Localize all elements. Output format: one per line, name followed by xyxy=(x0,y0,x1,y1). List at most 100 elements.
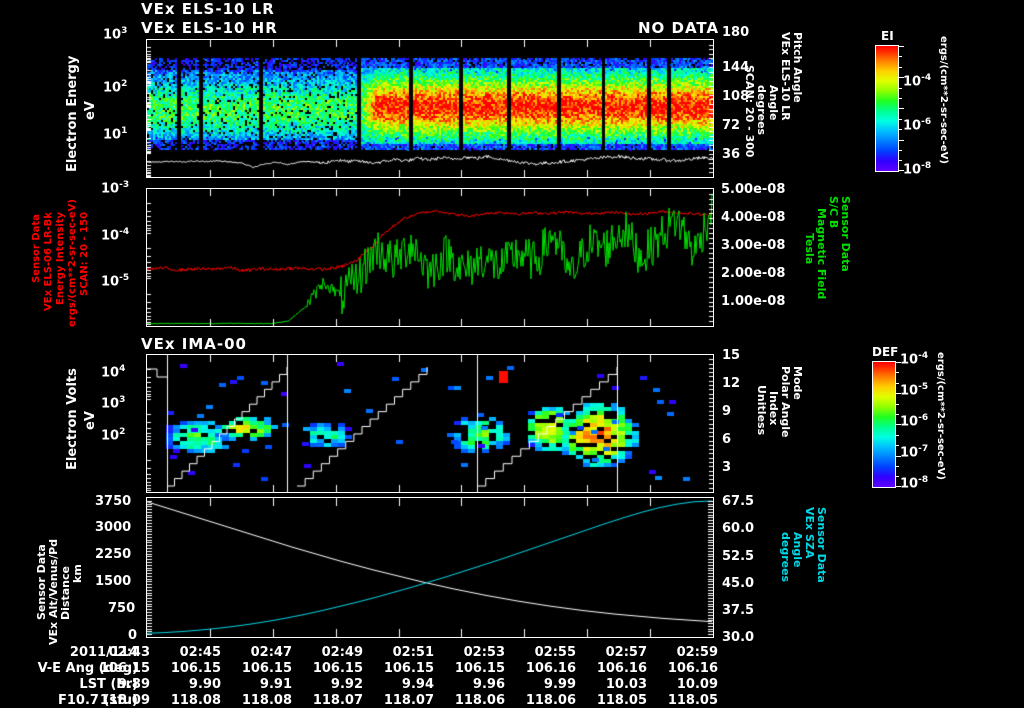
time-axis-value-r1-c4: 9.94 xyxy=(401,677,434,692)
panel4-ytick-3000: 3000 xyxy=(95,520,132,535)
time-axis-row-label-0: V-E Ang (deg) xyxy=(37,661,138,676)
panel1-rtick-180: 180 xyxy=(722,25,750,40)
panel2-left-name-sensor: Sensor Data xyxy=(31,214,42,283)
panel3-rtick-3: 3 xyxy=(722,460,732,475)
time-axis-value-r0-c6: 106.16 xyxy=(525,661,576,676)
time-axis-value-r0-c3: 106.15 xyxy=(312,661,363,676)
panel4-ytick-2250: 2250 xyxy=(95,547,132,562)
time-axis-row-label-2: F10.7 (sfu) xyxy=(57,693,138,708)
time-axis-value-r1-c1: 9.90 xyxy=(188,677,221,692)
panel4-ytick-1500: 1500 xyxy=(95,574,132,589)
panel1-left-axis-name: Electron Energy xyxy=(65,55,80,172)
panel2-plot-area xyxy=(147,189,713,326)
panel4-plot-area xyxy=(147,498,713,637)
panel4-right-name-degrees: degrees xyxy=(779,532,792,583)
panel4-timeseries-canvas xyxy=(147,498,713,637)
panel1-no-data-flag: NO DATA xyxy=(638,19,720,37)
panel1-colorbar-gradient xyxy=(876,46,898,171)
time-axis-value-r0-c1: 106.15 xyxy=(170,661,221,676)
panel1-colorbar-tick-1: 10-4 xyxy=(903,73,932,90)
panel2-right-name-sc-b: S/C B xyxy=(827,196,840,229)
panel4-right-name-sza: VEx SZA xyxy=(803,507,816,559)
panel4-left-name-units: km xyxy=(71,564,84,583)
time-axis-value-r2-c1: 118.08 xyxy=(170,693,221,708)
panel1-title-hr: VEx ELS-10 HR xyxy=(141,19,278,37)
panel2-rtick-3e-08: 3.00e-08 xyxy=(721,238,786,253)
panel4-ytick-3750: 3750 xyxy=(95,494,132,509)
panel2-left-name-quantity: Energy Intensity xyxy=(55,211,66,305)
time-axis-time-3: 02:49 xyxy=(321,645,363,660)
time-axis-value-r0-c2: 106.15 xyxy=(241,661,292,676)
panel1-rtick-108: 108 xyxy=(722,89,750,104)
panel4-left-name-sensor: Sensor Data xyxy=(35,544,48,620)
panel3-spectrogram-canvas xyxy=(147,355,713,492)
panel3-rtick-12: 12 xyxy=(722,376,741,391)
panel2-right-name-tesla: Tesla xyxy=(803,233,816,265)
panel3-colorbar-gradient xyxy=(873,362,895,487)
time-axis-value-r0-c7: 106.16 xyxy=(596,661,647,676)
panel1-rtick-144: 144 xyxy=(722,60,750,75)
panel1-rtick-72: 72 xyxy=(722,118,741,133)
panel1-ytick-1e2: 102 xyxy=(103,79,128,96)
panel3-rtick-6: 6 xyxy=(722,432,732,447)
panel1-title-lr: VEx ELS-10 LR xyxy=(141,0,275,18)
panel1-rtick-36: 36 xyxy=(722,147,741,162)
panel3-right-name-index: Index xyxy=(767,391,780,426)
panel3-rtick-15: 15 xyxy=(722,348,741,363)
panel3-plot-frame xyxy=(146,354,714,493)
panel4-ytick-0: 0 xyxy=(128,628,138,643)
panel4-left-name-quantity: VEx Alt/Venus/Pd xyxy=(47,538,60,645)
panel1-ytick-1e3: 103 xyxy=(103,26,128,43)
panel1-colorbar-tick-2: 10-6 xyxy=(903,117,932,134)
panel3-right-name-unitless: Unitless xyxy=(755,385,768,436)
panel3-left-axis-units: eV xyxy=(83,411,98,430)
time-axis-value-r2-c2: 118.08 xyxy=(241,693,292,708)
panel4-right-name-sensor: Sensor Data xyxy=(815,507,828,583)
panel3-left-axis-name: Electron Volts xyxy=(65,368,80,470)
panel4-rtick-60p0: 60.0 xyxy=(722,521,755,536)
panel3-colorbar-tick-3: 10-6 xyxy=(900,413,929,430)
panel3-ytick-1e3: 103 xyxy=(101,395,126,412)
panel1-right-name-sensor: VEx ELS-10 LR xyxy=(779,32,792,121)
panel2-timeseries-canvas xyxy=(147,189,713,326)
panel1-ytick-1e1: 101 xyxy=(103,126,128,143)
panel3-colorbar-units: ergs/(cm**2-sr-sec-eV) xyxy=(935,352,946,480)
panel1-colorbar-label: EI xyxy=(881,29,894,43)
panel2-plot-frame xyxy=(146,188,714,327)
panel1-right-name-scan: SCAN: 20 - 300 xyxy=(743,65,756,158)
time-axis-value-r0-c8: 106.16 xyxy=(667,661,718,676)
time-axis-time-5: 02:53 xyxy=(463,645,505,660)
time-axis-time-2: 02:47 xyxy=(250,645,292,660)
panel3-ytick-1e4: 104 xyxy=(101,364,126,381)
panel1-plot-frame xyxy=(146,39,714,178)
panel1-colorbar-tick-3: 10-8 xyxy=(903,161,932,178)
time-axis-value-r2-c7: 118.05 xyxy=(596,693,647,708)
panel2-ytick-1e-3: 10-3 xyxy=(101,180,130,197)
panel2-left-name-units: ergs/(cm**2-sr-sec-eV) xyxy=(67,199,78,327)
time-axis-value-r2-c8: 118.05 xyxy=(667,693,718,708)
time-axis-value-r1-c6: 9.99 xyxy=(543,677,576,692)
panel4-right-name-angle: Angle xyxy=(791,532,804,568)
time-axis-row-label-1: LST (hr) xyxy=(79,677,138,692)
panel3-rtick-9: 9 xyxy=(722,404,732,419)
panel3-colorbar xyxy=(872,361,901,488)
panel4-rtick-67p5: 67.5 xyxy=(722,494,755,509)
panel4-rtick-30p0: 30.0 xyxy=(722,630,755,645)
panel1-left-axis-units: eV xyxy=(83,101,98,120)
panel3-plot-area xyxy=(147,355,713,492)
time-axis-value-r2-c5: 118.06 xyxy=(454,693,505,708)
time-axis-value-r0-c0: 106.15 xyxy=(99,661,150,676)
time-axis-time-6: 02:55 xyxy=(534,645,576,660)
panel1-colorbar xyxy=(875,45,904,172)
time-axis-time-4: 02:51 xyxy=(392,645,434,660)
time-axis-value-r0-c4: 106.15 xyxy=(383,661,434,676)
panel2-rtick-4e-08: 4.00e-08 xyxy=(721,210,786,225)
time-axis-value-r2-c0: 118.09 xyxy=(99,693,150,708)
panel2-ytick-1e-4: 10-4 xyxy=(101,227,130,244)
time-axis-value-r2-c6: 118.06 xyxy=(525,693,576,708)
time-axis-time-0: 02:43 xyxy=(108,645,150,660)
panel2-right-name-sensor: Sensor Data xyxy=(839,196,852,272)
panel3-colorbar-label: DEF xyxy=(872,345,899,359)
time-axis-date-label: 2011/114 xyxy=(69,645,138,660)
